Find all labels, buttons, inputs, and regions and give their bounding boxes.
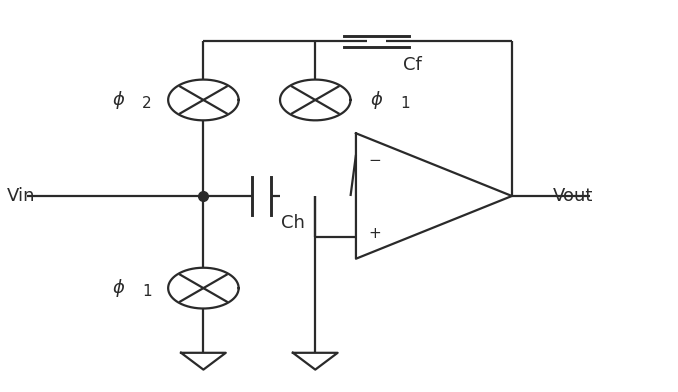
Text: Vout: Vout <box>553 187 593 205</box>
Text: 1: 1 <box>400 96 410 111</box>
Text: $\phi$: $\phi$ <box>112 89 125 111</box>
Text: Cf: Cf <box>403 56 422 74</box>
Text: $-$: $-$ <box>368 151 382 166</box>
Text: Vin: Vin <box>7 187 35 205</box>
Text: 1: 1 <box>142 284 152 299</box>
Text: 2: 2 <box>142 96 152 111</box>
Text: $\phi$: $\phi$ <box>370 89 383 111</box>
Text: $+$: $+$ <box>368 226 382 241</box>
Text: $\phi$: $\phi$ <box>112 277 125 299</box>
Text: Ch: Ch <box>281 214 305 232</box>
